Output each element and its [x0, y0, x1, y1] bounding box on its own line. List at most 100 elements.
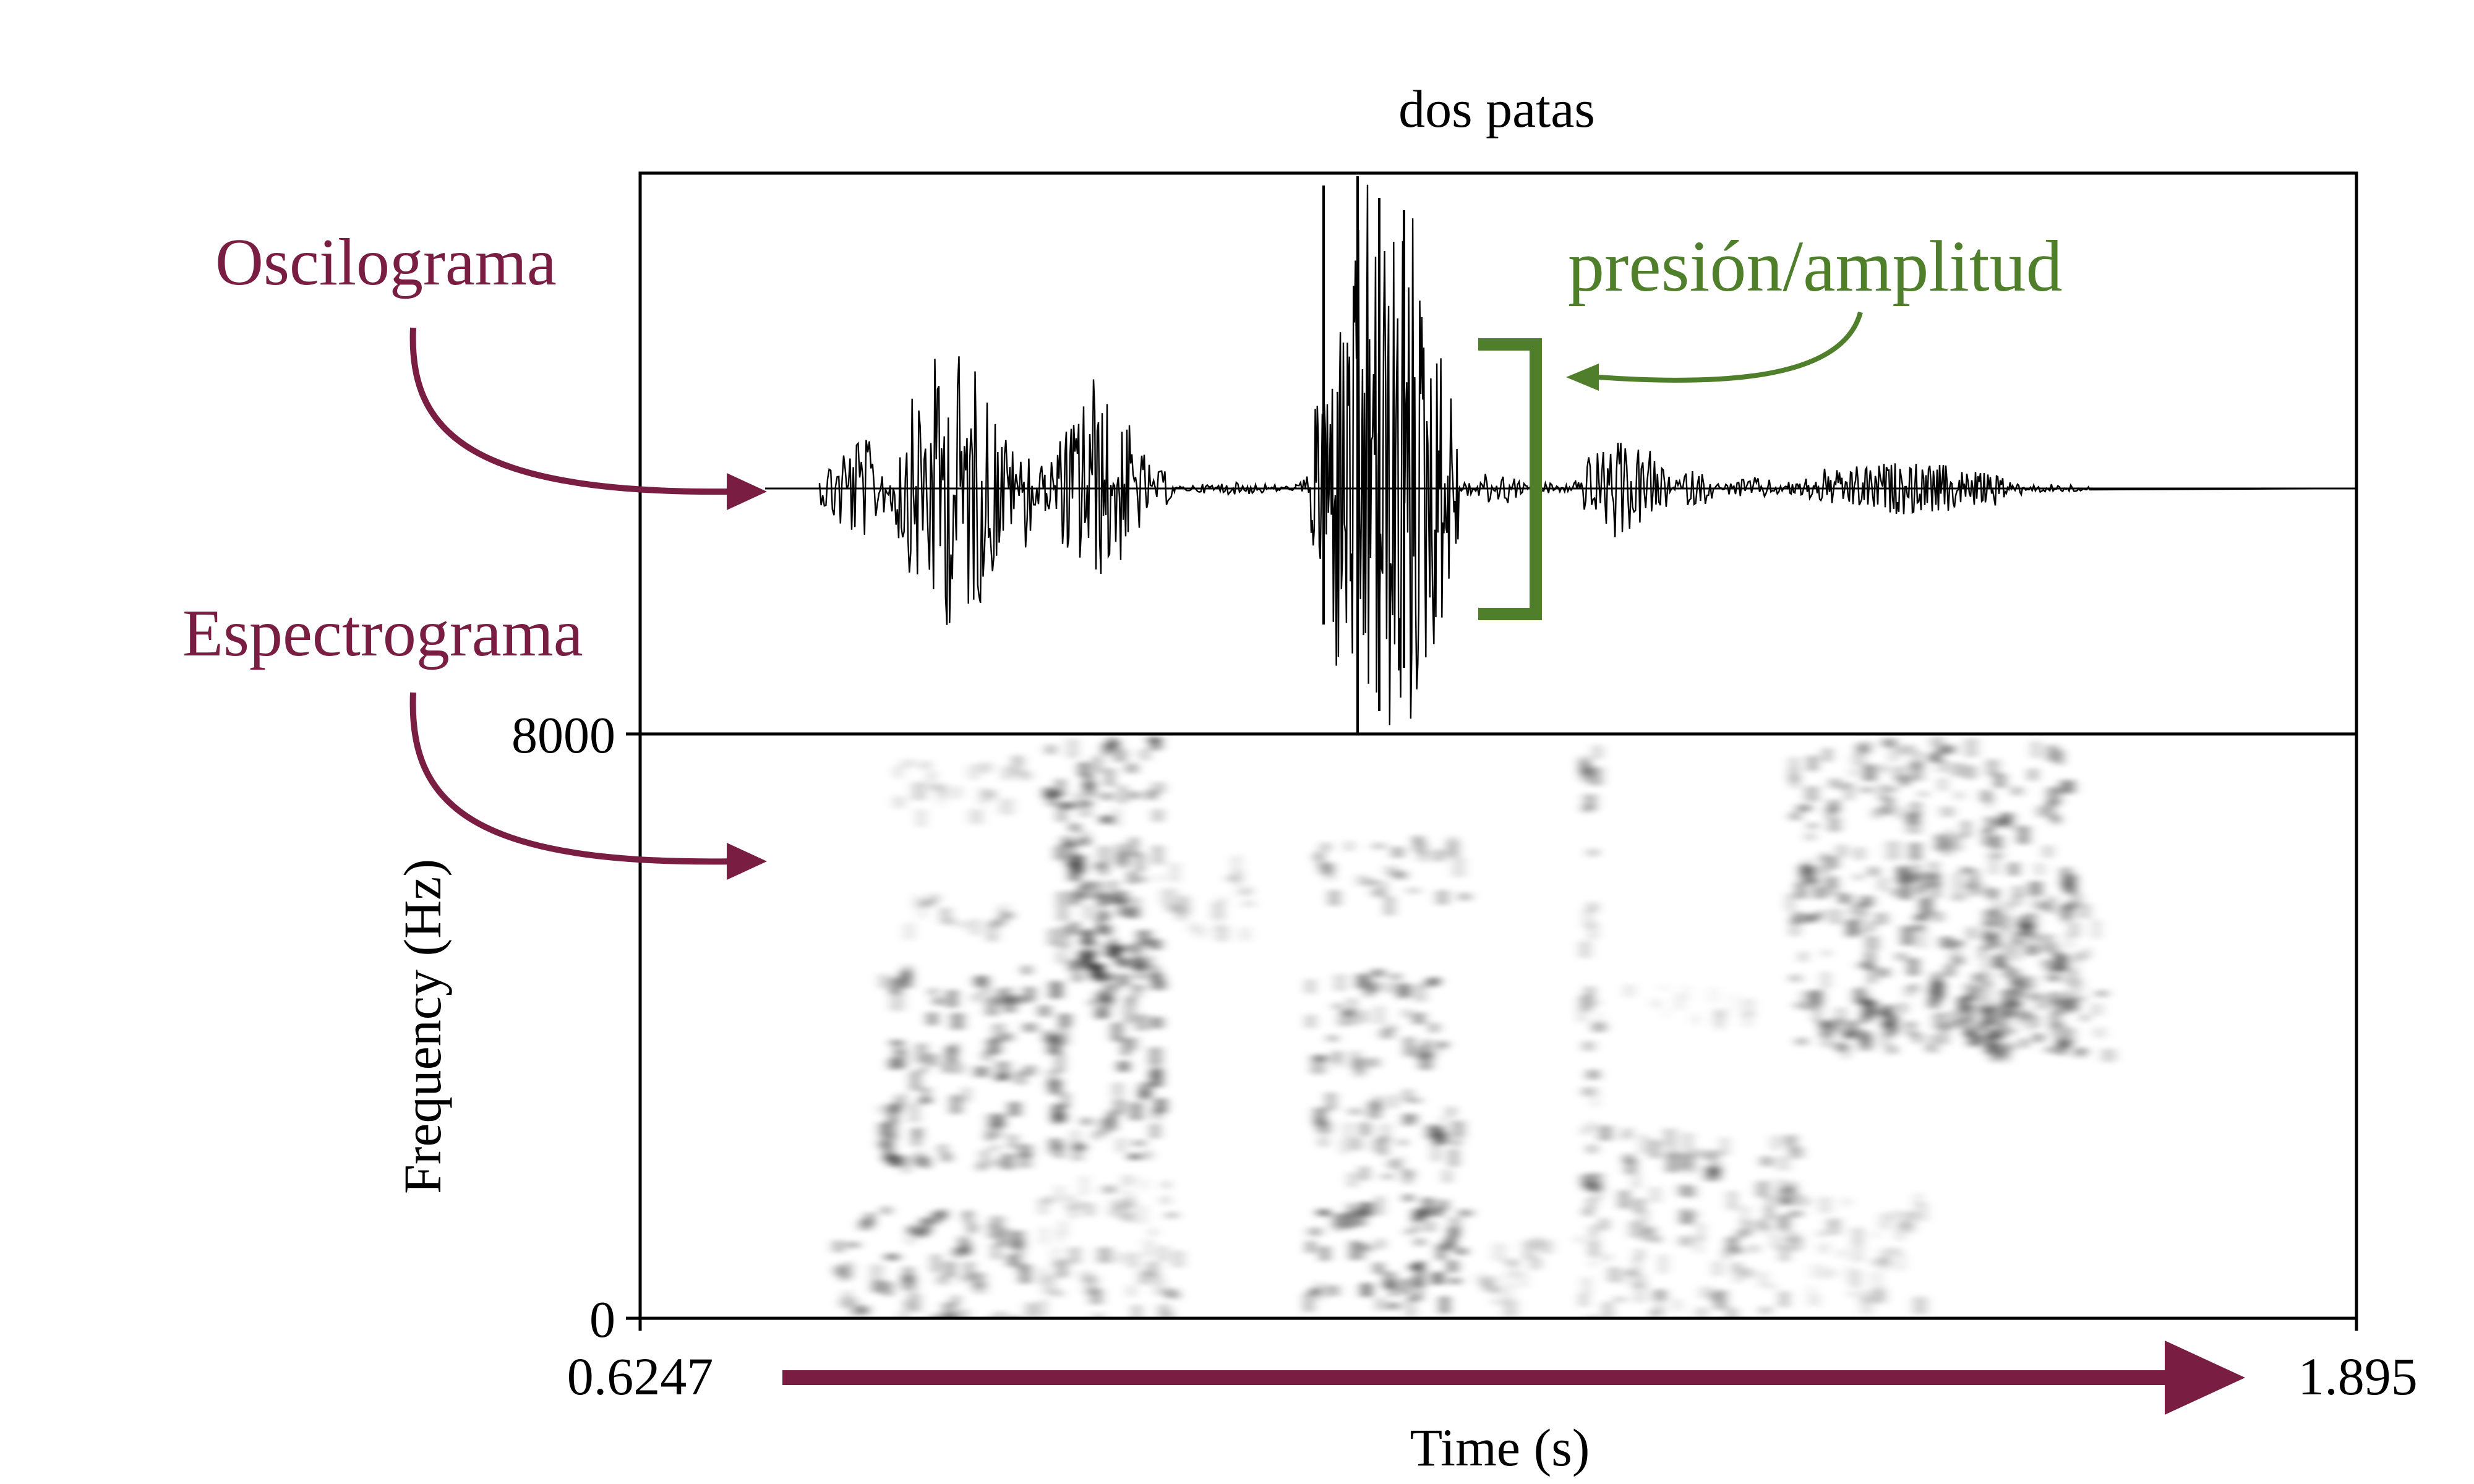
spectrogram-cell [1863, 995, 1870, 1005]
spectrogram-cell [2047, 1046, 2054, 1054]
spectrogram-cell [1698, 1222, 1703, 1242]
spectrogram-cell [1390, 1094, 1395, 1109]
spectrogram-cell [2071, 892, 2077, 908]
spectrogram-cell [1583, 1087, 1592, 1096]
spectrogram-cell [1063, 1093, 1068, 1109]
amplitude-label: presión/amplitud [1568, 226, 2063, 307]
spectrogram-cell [1604, 1302, 1612, 1317]
spectrogram-cell [878, 1139, 885, 1149]
spectrogram-cell [1870, 1000, 1877, 1014]
spectrogram-cell [1155, 1098, 1166, 1114]
spectrogram-cell [1847, 1265, 1852, 1284]
spectrogram-cell [2010, 862, 2018, 876]
spectrogram-cell [1410, 1097, 1421, 1104]
spectrogram-cell [970, 764, 978, 780]
spectrogram-cell [1806, 786, 1818, 802]
spectrogram-cell [1056, 1185, 1063, 1203]
spectrogram-cell [1334, 1002, 1342, 1010]
spectrogram-cell [1094, 863, 1106, 870]
spectrogram-cell [938, 792, 944, 807]
spectrogram-cell [1401, 1279, 1410, 1294]
spectrogram-cell [1357, 973, 1369, 989]
spectrogram-cell [2094, 1026, 2105, 1038]
spectrogram-cell [1150, 972, 1155, 983]
spectrogram-cell [1512, 1263, 1517, 1278]
spectrogram-cell [1809, 755, 1816, 772]
spectrogram-cell [1091, 963, 1102, 978]
spectrogram-cell [2016, 1017, 2025, 1026]
spectrogram-cell [1453, 1139, 1460, 1146]
spectrogram-cell [2037, 806, 2050, 817]
spectrogram-cell [1796, 1236, 1803, 1249]
spectrogram-cell [1591, 1225, 1596, 1239]
spectrogram-cell [1082, 800, 1090, 807]
spectrogram-cell [1043, 1275, 1055, 1295]
spectrogram-cell [1360, 1244, 1372, 1252]
spectrogram-cell [1651, 1140, 1659, 1159]
spectrogram-cell [944, 1261, 955, 1277]
spectrogram-cell [928, 1012, 936, 1026]
spectrogram-cell [1054, 1112, 1059, 1125]
spectrogram-cell [1676, 993, 1684, 1010]
spectrogram-cell [1589, 922, 1597, 940]
spectrogram-cell [1131, 943, 1138, 955]
spectrogram-cell [1008, 1254, 1018, 1267]
spectrogram-cell [1751, 1244, 1757, 1253]
spectrogram-cell [1983, 930, 1992, 939]
spectrogram-cell [1024, 1023, 1037, 1033]
spectrogram-cell [1493, 1243, 1505, 1261]
spectrogram-cell [1820, 1020, 1832, 1029]
spectrogram-cell [2075, 994, 2086, 1002]
espectrograma-arrow-curve [409, 692, 737, 865]
spectrogram-cell [1393, 846, 1403, 858]
spectrogram-cell [1920, 791, 1927, 798]
spectrogram-cell [1910, 762, 1922, 781]
spectrogram-cell [1110, 1207, 1118, 1217]
spectrogram-cell [970, 1224, 977, 1233]
spectrogram-cell [2073, 1049, 2080, 1058]
spectrogram-cell [1309, 1227, 1321, 1237]
spectrogram-cell [1317, 1282, 1322, 1301]
spectrogram-cell [1910, 842, 1920, 861]
spectrogram-cell [1588, 848, 1598, 857]
spectrogram-cell [1444, 1169, 1450, 1183]
spectrogram-cell [1386, 866, 1397, 876]
spectrogram-cell [1153, 973, 1163, 983]
spectrogram-cell [1213, 902, 1223, 919]
spectrogram-cell [1351, 1240, 1356, 1260]
spectrogram-cell [952, 786, 961, 800]
spectrogram-cell [1441, 1296, 1448, 1314]
spectrogram-cell [1084, 774, 1092, 790]
spectrogram-cell [902, 759, 914, 768]
spectrogram-cell [1846, 1026, 1854, 1036]
spectrogram-cell [1098, 1247, 1111, 1263]
spectrogram-cell [1126, 763, 1137, 774]
spectrogram-cell [1315, 1107, 1325, 1126]
spectrogram-cell [951, 1042, 957, 1054]
spectrogram-cell [2092, 1003, 2101, 1016]
spectrogram-cell [1408, 1298, 1413, 1317]
spectrogram-cell [974, 993, 980, 1002]
spectrogram-cell [1789, 1210, 1802, 1217]
spectrogram-cell [1591, 1260, 1596, 1267]
spectrogram-cell [996, 1113, 1003, 1127]
spectrogram-cell [1908, 958, 1918, 976]
spectrogram-cell [932, 1211, 941, 1224]
spectrogram-cell [896, 765, 901, 778]
spectrogram-cell [1115, 749, 1126, 762]
spectrogram-cell [1140, 876, 1145, 883]
spectrogram-cell [1091, 999, 1095, 1007]
spectrogram-cell [1111, 880, 1116, 892]
spectrogram-cell [1685, 1213, 1693, 1224]
spectrogram-cell [1887, 840, 1899, 861]
spectrogram-cell [1040, 1268, 1045, 1284]
spectrogram-cell [911, 1071, 920, 1091]
spectrogram-cell [1421, 842, 1426, 856]
spectrogram-cell [1980, 945, 1985, 959]
oscilograma-arrow-curve [409, 327, 737, 495]
spectrogram-cell [1964, 1028, 1975, 1037]
spectrogram-cell [1601, 1218, 1607, 1230]
spectrogram-cell [1098, 918, 1103, 933]
spectrogram-cell [992, 1159, 1003, 1167]
spectrogram-cell [1909, 873, 1915, 884]
